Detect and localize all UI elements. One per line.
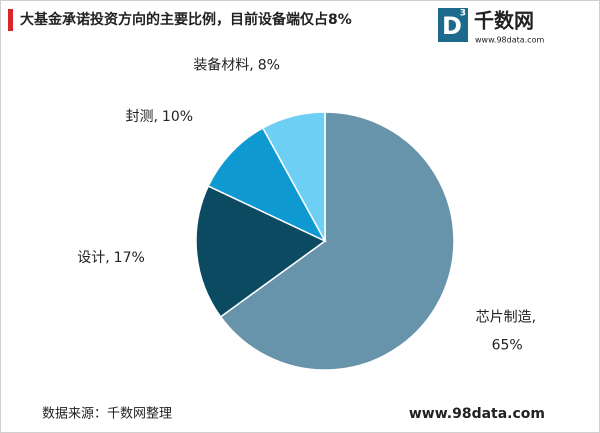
data-label-value: 10%	[162, 109, 193, 125]
website: www.98data.com	[409, 406, 545, 422]
logo-superscript: 3	[460, 9, 466, 19]
logo-name: 千数网	[474, 9, 534, 33]
data-label-value: 17%	[114, 250, 145, 266]
logo: D 3 千数网 www.98data.com	[438, 8, 544, 45]
logo-box	[438, 8, 468, 42]
chart-title: 大基金承诺投资方向的主要比例，目前设备端仅占8%	[20, 11, 352, 28]
pie-slice	[207, 126, 327, 243]
title-accent	[8, 9, 13, 31]
pie-slice	[219, 111, 455, 371]
data-label-category: 设计,	[77, 250, 109, 266]
logo-letter: D	[442, 12, 462, 40]
data-label: 芯片制造, 65%	[476, 310, 536, 354]
data-label-category: 封测,	[125, 109, 157, 125]
pie: 芯片制造, 65% 设计, 17% 封测, 10% 装备材料, 8%	[77, 57, 536, 371]
data-label: 设计, 17%	[77, 250, 145, 266]
data-label-category: 芯片制造,	[476, 310, 536, 326]
data-label-category: 装备材料,	[193, 57, 253, 74]
source-note: 数据来源：千数网整理	[42, 407, 172, 422]
pie-slice	[261, 111, 326, 242]
data-label: 封测, 10%	[125, 109, 193, 125]
data-label-value: 8%	[258, 58, 280, 74]
logo-url: www.98data.com	[475, 36, 544, 45]
pie-slice	[195, 185, 327, 318]
data-label-value: 65%	[492, 338, 523, 354]
data-label: 装备材料, 8%	[193, 57, 280, 74]
